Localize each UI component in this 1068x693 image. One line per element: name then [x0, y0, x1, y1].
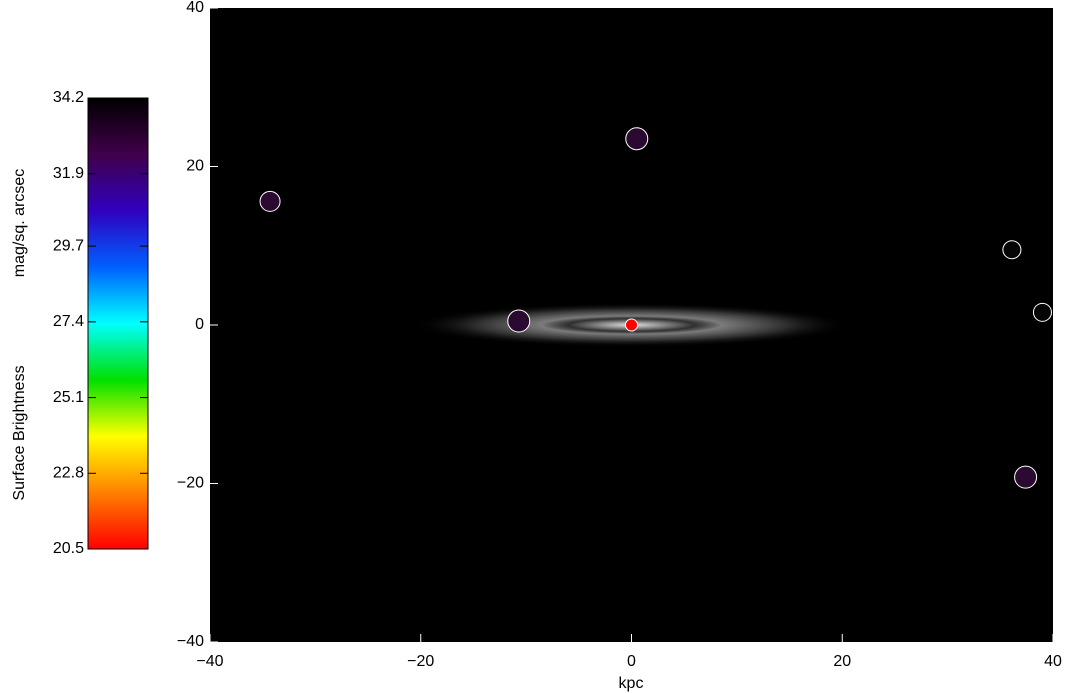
- scatter-point: [625, 127, 649, 151]
- y-tick-label: 20: [186, 158, 204, 175]
- colorbar-label: Surface Brightness: [11, 365, 28, 500]
- x-tick-label: 40: [1044, 653, 1062, 670]
- colorbar-tick-label: 20.5: [53, 540, 84, 557]
- colorbar-tick-label: 27.4: [53, 313, 84, 330]
- colorbar-tick-label: 31.9: [53, 165, 84, 182]
- x-tick-label: −40: [196, 653, 223, 670]
- plot-area: [210, 8, 1053, 642]
- scatter-point: [507, 309, 531, 333]
- scatter-point: [1014, 465, 1038, 489]
- y-tick-label: −20: [177, 475, 204, 492]
- scatter-point: [1002, 240, 1022, 260]
- y-tick-label: 0: [195, 316, 204, 333]
- colorbar: [87, 97, 149, 550]
- y-tick-label: 40: [186, 0, 204, 16]
- colorbar-tick-label: 25.1: [53, 389, 84, 406]
- colorbar-tick-label: 34.2: [53, 89, 84, 106]
- colorbar-tick-label: 22.8: [53, 465, 84, 482]
- x-tick-label: 20: [833, 653, 851, 670]
- y-tick-label: −40: [177, 633, 204, 650]
- colorbar-tick-label: 29.7: [53, 237, 84, 254]
- colorbar-units: mag/sq. arcsec: [11, 169, 28, 277]
- scatter-point: [625, 318, 638, 332]
- scatter-point: [259, 190, 281, 212]
- x-tick-label: −20: [407, 653, 434, 670]
- scatter-point: [1032, 302, 1052, 322]
- x-axis-label: kpc: [619, 675, 644, 692]
- x-tick-label: 0: [627, 653, 636, 670]
